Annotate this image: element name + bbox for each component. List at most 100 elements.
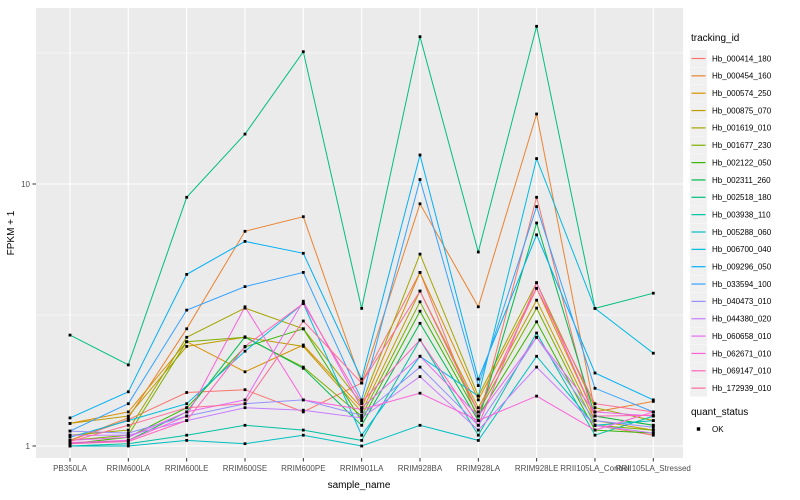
data-point [243,402,247,406]
legend-entry-label: Hb_000574_250 [712,89,772,98]
data-point [476,433,480,437]
data-point [243,305,247,309]
data-point [535,221,538,225]
data-point [535,306,538,310]
data-point [68,416,72,420]
legend-entry-Hb_000414_180: Hb_000414_180 [690,50,772,67]
data-point [418,354,422,358]
data-point [651,425,655,429]
legend-entry-Hb_000574_250: Hb_000574_250 [690,84,772,102]
data-point [185,308,189,312]
legend-entry-label: Hb_172939_010 [712,384,772,393]
legend-entry-label: Hb_060658_010 [712,332,772,341]
data-point [535,233,538,237]
data-point [360,400,364,404]
data-point [243,406,247,410]
data-point [126,442,130,446]
data-point [418,309,422,313]
data-point [476,406,480,410]
data-point [476,414,480,418]
legend-entry-Hb_033594_100: Hb_033594_100 [690,275,772,293]
data-point [301,302,305,305]
x-axis-title: sample_name [328,480,391,491]
legend-entry-label: Hb_009296_050 [712,263,772,272]
quant-legend-layer: OK [690,420,724,438]
data-point [360,433,364,437]
legend-entry-label: Hb_033594_100 [712,280,772,289]
legend-entry-Hb_005288_060: Hb_005288_060 [690,223,772,241]
data-point [126,428,130,432]
legend-entry-label: Hb_005288_060 [712,228,772,237]
data-point [243,370,247,374]
data-point [535,331,538,335]
legend-entry-label: Hb_069147_010 [712,367,772,376]
data-point [418,153,422,157]
legend-entry-label: Hb_062671_010 [712,349,772,358]
legend-entry-label: Hb_040473_010 [712,297,772,306]
x-tick-label: RRIM600LA [107,464,151,473]
data-point [535,320,538,324]
data-point [535,286,538,290]
data-point [68,440,72,443]
data-point [243,442,247,446]
data-point [301,398,305,402]
data-point [535,354,538,358]
legend-entry-Hb_000875_070: Hb_000875_070 [690,102,772,120]
data-point [476,428,480,432]
data-point [593,307,597,310]
data-point [301,366,305,370]
legend-entry-label: Hb_001619_010 [712,124,772,133]
data-point [360,423,364,427]
data-point [535,394,538,398]
data-point [418,338,422,342]
data-point [476,394,480,398]
data-point [301,345,305,348]
data-point [185,340,189,344]
x-tick-label: RRII105LA_Control [560,464,630,473]
data-point [185,410,189,414]
data-point [126,431,130,435]
data-point [535,281,538,285]
data-point [126,419,130,422]
data-point [651,433,655,437]
x-tick-label: RRII105LA_Stressed [616,464,691,473]
x-tick-label: RRIM928LE [515,464,559,473]
data-point [651,413,655,417]
legend-entry-label: Hb_003938_110 [712,210,771,219]
x-tick-label: RRIM600PE [281,464,325,473]
data-point [68,433,72,437]
data-point [476,423,480,427]
data-point [243,240,247,243]
data-point [301,271,305,274]
data-point [476,384,480,387]
data-point [185,273,189,276]
data-point [651,291,655,295]
data-point [360,444,364,448]
data-point [301,299,305,303]
legend-entry-label: Hb_000875_070 [712,106,772,115]
legend-entry-Hb_069147_010: Hb_069147_010 [690,362,772,380]
x-tick-label: RRIM928LA [457,464,501,473]
data-point [126,444,130,448]
data-point [68,333,72,337]
data-point [418,252,422,256]
data-point [593,419,597,422]
legend-title-tracking-id: tracking_id [691,33,739,44]
data-point [360,377,364,381]
data-point [185,402,189,406]
data-point [418,365,422,369]
data-point [535,157,538,160]
x-tick-label: RRIM600SE [223,464,267,473]
data-point [126,433,130,437]
legend-entry-Hb_002311_260: Hb_002311_260 [690,171,771,189]
data-point [68,442,72,446]
data-point [535,205,538,208]
data-point [243,335,247,339]
data-point [185,195,189,199]
data-point [301,408,305,412]
data-point [68,435,72,439]
data-point [418,321,422,325]
legend-entry-label: Hb_001677_230 [712,141,772,150]
legend-entry-Hb_002518_180: Hb_002518_180 [690,188,772,206]
